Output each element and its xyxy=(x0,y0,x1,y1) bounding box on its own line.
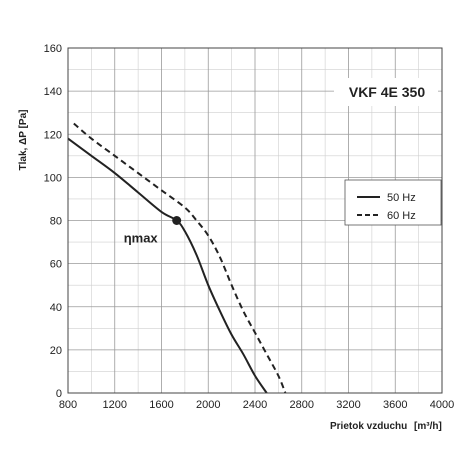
x-tick-label: 1600 xyxy=(149,399,173,411)
y-tick-label: 120 xyxy=(44,129,62,141)
y-tick-label: 80 xyxy=(50,216,62,228)
markers-layer xyxy=(172,216,182,225)
legend: 50 Hz 60 Hz xyxy=(344,179,442,226)
y-tick-label: 160 xyxy=(44,43,62,55)
y-tick-label: 0 xyxy=(56,388,62,400)
y-tick-label: 20 xyxy=(50,345,62,357)
legend-label-50hz: 50 Hz xyxy=(387,192,416,204)
x-tick-label: 2800 xyxy=(290,399,314,411)
series-layer xyxy=(67,122,287,394)
legend-label-60hz: 60 Hz xyxy=(387,210,416,222)
y-axis-label: Tlak, ΔP [Pa] xyxy=(18,110,29,171)
eta-max-point xyxy=(172,216,182,225)
title-box: VKF 4E 350 xyxy=(334,78,438,106)
x-axis-label: Prietok vzduchu [m³/h] xyxy=(330,421,442,432)
y-tick-label: 140 xyxy=(44,86,62,98)
plot-frame xyxy=(67,47,443,394)
x-tick-label: 3200 xyxy=(336,399,360,411)
x-tick-label: 2000 xyxy=(196,399,220,411)
x-tick-label: 800 xyxy=(59,399,77,411)
tick-labels: 800 1200 1600 2000 2400 2800 3200 3600 4000 0 20 40… xyxy=(44,43,455,411)
x-axis-label-text: Prietok vzduchu xyxy=(330,421,407,432)
title-box-bg xyxy=(334,78,438,106)
x-tick-label: 2400 xyxy=(243,399,267,411)
chart-title: VKF 4E 350 xyxy=(349,84,425,100)
series-line-60hz xyxy=(73,122,287,394)
series-line-50hz xyxy=(67,137,268,394)
legend-box xyxy=(344,179,442,226)
x-tick-label: 4000 xyxy=(430,399,454,411)
y-tick-label: 60 xyxy=(50,259,62,271)
y-tick-label: 100 xyxy=(44,172,62,184)
x-axis-unit: [m³/h] xyxy=(414,421,442,432)
eta-max-annotation: ηmax xyxy=(124,231,159,246)
y-tick-label: 40 xyxy=(50,302,62,314)
x-tick-label: 3600 xyxy=(383,399,407,411)
x-tick-label: 1200 xyxy=(103,399,127,411)
